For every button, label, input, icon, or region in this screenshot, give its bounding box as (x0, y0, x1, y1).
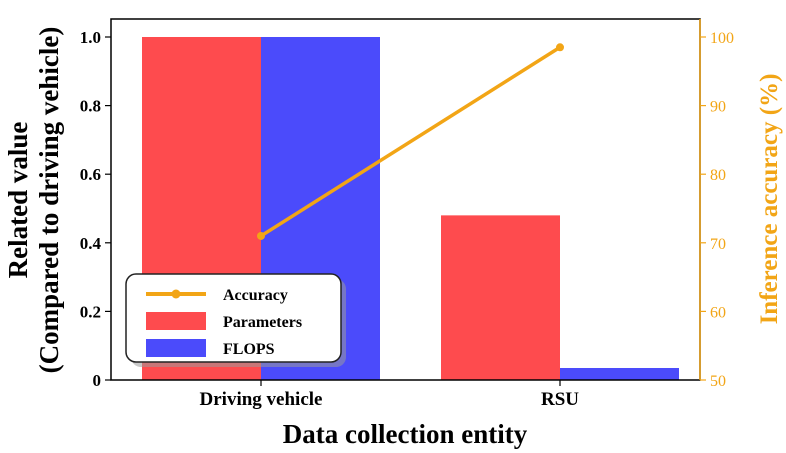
right-y-ticks: 50 60 70 80 90 100 (700, 30, 734, 390)
y-axis-title-line2: (Compared to driving vehicle) (34, 27, 64, 374)
y-tick-label-0-8: 0.8 (80, 97, 101, 116)
legend-flops-label: FLOPS (223, 341, 275, 358)
x-tick-label-rsu: RSU (541, 389, 579, 410)
bar-parameters-rsu (441, 215, 560, 380)
y2-tick-label-90: 90 (710, 99, 726, 116)
y2-tick-label-80: 80 (710, 167, 726, 184)
y-tick-label-1-0: 1.0 (80, 28, 101, 47)
y2-tick-label-50: 50 (710, 373, 726, 390)
legend-accuracy-label: Accuracy (223, 287, 288, 304)
x-ticks: Driving vehicle RSU (200, 380, 579, 410)
y-axis-title-line1: Related value (3, 122, 33, 279)
y-tick-label-0-6: 0.6 (80, 165, 101, 184)
y2-tick-label-100: 100 (710, 30, 734, 47)
left-y-ticks: 0 0.2 0.4 0.6 0.8 1.0 (80, 28, 111, 390)
legend-accuracy-marker (171, 289, 181, 299)
legend-parameters-swatch (146, 312, 206, 330)
y-tick-label-0: 0 (93, 371, 102, 390)
x-axis-title: Data collection entity (283, 419, 528, 449)
legend-parameters-label: Parameters (223, 314, 302, 331)
accuracy-point-rsu (556, 43, 564, 52)
accuracy-point-driving-vehicle (257, 231, 265, 240)
legend-flops-swatch (146, 339, 206, 357)
y2-tick-label-70: 70 (710, 236, 726, 253)
accuracy-line-layer (257, 43, 564, 240)
y-tick-label-0-2: 0.2 (80, 302, 101, 321)
y2-axis-title: Inference accuracy (%) (756, 74, 783, 325)
y-tick-label-0-4: 0.4 (80, 234, 102, 253)
legend: Accuracy Parameters FLOPS (125, 273, 346, 367)
x-tick-label-driving-vehicle: Driving vehicle (200, 389, 323, 410)
bar-flops-rsu (560, 367, 679, 380)
y2-tick-label-60: 60 (710, 304, 726, 321)
accuracy-line (260, 45, 561, 238)
